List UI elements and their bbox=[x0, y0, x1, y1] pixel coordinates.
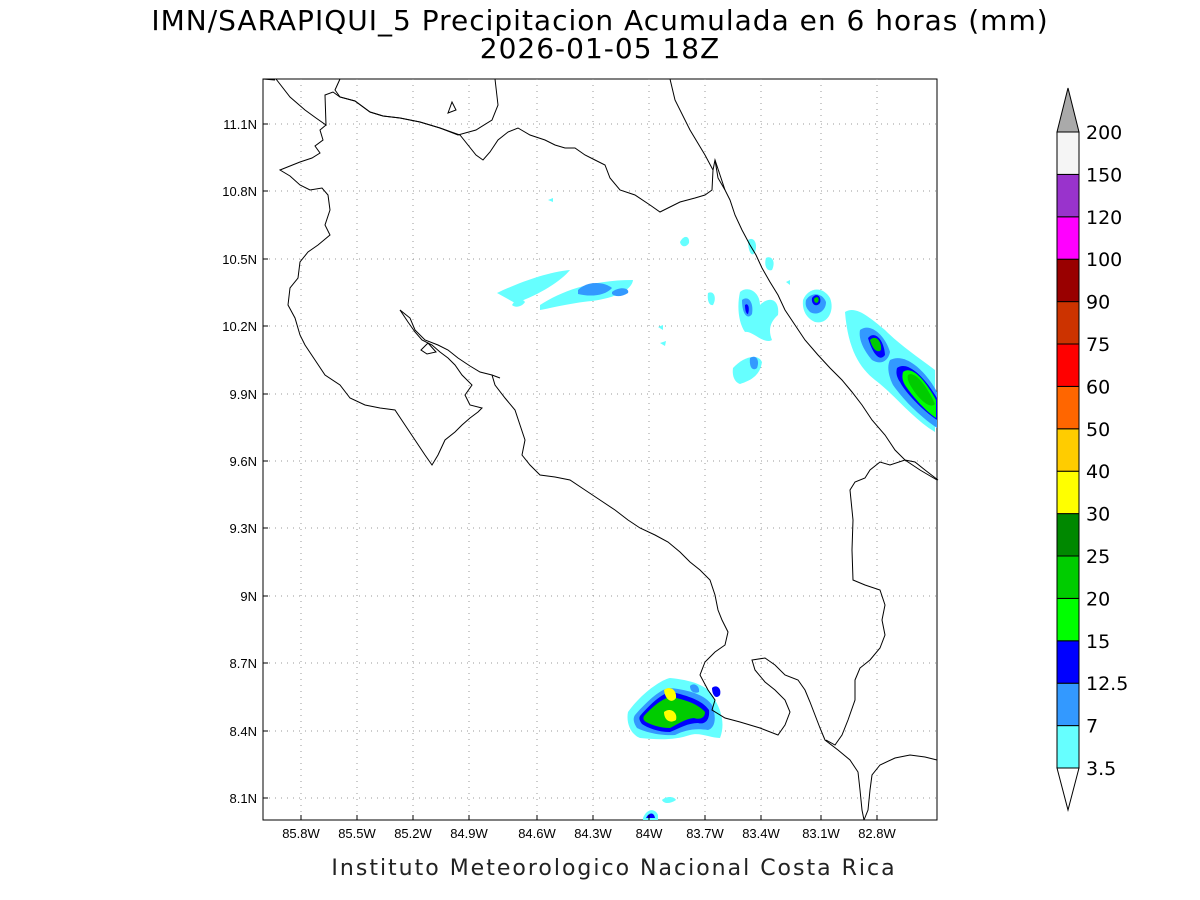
colorbar-swatch bbox=[1056, 555, 1080, 599]
lat-label: 10.2N bbox=[222, 319, 257, 334]
lon-label: 85.2W bbox=[394, 826, 432, 841]
lon-label: 83.7W bbox=[686, 826, 724, 841]
colorbar-label: 15 bbox=[1086, 631, 1110, 653]
lon-label: 84.3W bbox=[574, 826, 612, 841]
lat-label: 8.4N bbox=[230, 724, 257, 739]
colorbar-bottom-arrow bbox=[1056, 767, 1080, 812]
lat-label: 11.1N bbox=[223, 117, 257, 132]
colorbar-label: 120 bbox=[1086, 207, 1122, 229]
axis-ticks bbox=[263, 123, 878, 820]
colorbar-swatch bbox=[1056, 428, 1080, 472]
colorbar-top-arrow bbox=[1056, 87, 1080, 133]
longitude-labels: 85.8W 85.5W 85.2W 84.9W 84.6W 84.3W 84W … bbox=[282, 826, 896, 841]
lon-label: 84.6W bbox=[518, 826, 556, 841]
map-frame bbox=[262, 78, 938, 821]
colorbar-swatch bbox=[1056, 258, 1080, 303]
colorbar-label: 40 bbox=[1086, 461, 1110, 483]
colorbar-swatch bbox=[1056, 640, 1080, 684]
lat-label: 9N bbox=[240, 589, 257, 604]
graticule bbox=[263, 79, 937, 820]
lat-label: 9.6N bbox=[230, 454, 257, 469]
colorbar-swatches bbox=[1056, 131, 1080, 769]
colorbar-label: 75 bbox=[1086, 334, 1110, 356]
colorbar-label: 50 bbox=[1086, 419, 1110, 441]
colorbar-label: 30 bbox=[1086, 504, 1110, 526]
colorbar-label: 12.5 bbox=[1086, 673, 1128, 695]
colorbar-swatch bbox=[1056, 343, 1080, 387]
colorbar-swatch bbox=[1056, 301, 1080, 345]
coastlines bbox=[262, 78, 939, 821]
colorbar-label: 90 bbox=[1086, 292, 1110, 314]
precipitation-field bbox=[497, 198, 937, 820]
lon-label: 83.1W bbox=[802, 826, 840, 841]
lon-label: 84W bbox=[636, 826, 663, 841]
lon-label: 82.8W bbox=[858, 826, 896, 841]
map-title: IMN/SARAPIQUI_5 Precipitacion Acumulada … bbox=[151, 4, 1049, 37]
lon-label: 84.9W bbox=[450, 826, 488, 841]
colorbar-swatch bbox=[1056, 385, 1080, 430]
colorbar-label: 3.5 bbox=[1086, 758, 1116, 780]
credit-footer: Instituto Meteorologico Nacional Costa R… bbox=[331, 856, 897, 881]
colorbar-labels: 3.5 7 12.5 15 20 25 30 40 50 60 75 90 100 120 150 200 bbox=[1086, 122, 1128, 780]
lat-label: 10.5N bbox=[222, 252, 257, 267]
lon-label: 85.8W bbox=[282, 826, 320, 841]
colorbar-label: 150 bbox=[1086, 164, 1122, 186]
colorbar-label: 7 bbox=[1086, 716, 1098, 738]
colorbar-swatch bbox=[1056, 131, 1080, 175]
latitude-labels: 11.1N 10.8N 10.5N 10.2N 9.9N 9.6N 9.3N 9… bbox=[222, 117, 257, 806]
lon-label: 83.4W bbox=[742, 826, 780, 841]
colorbar-label: 25 bbox=[1086, 546, 1110, 568]
lat-label: 10.8N bbox=[222, 184, 257, 199]
lat-label: 8.1N bbox=[230, 791, 257, 806]
colorbar-label: 60 bbox=[1086, 376, 1110, 398]
colorbar-label: 20 bbox=[1086, 588, 1110, 610]
colorbar-swatch bbox=[1056, 725, 1080, 769]
lat-label: 9.3N bbox=[230, 521, 257, 536]
map-datetime: 2026-01-05 18Z bbox=[479, 32, 721, 65]
colorbar-swatch bbox=[1056, 513, 1080, 557]
colorbar: 3.5 7 12.5 15 20 25 30 40 50 60 75 90 100 120 150 200 bbox=[1056, 87, 1128, 812]
colorbar-label: 100 bbox=[1086, 249, 1122, 271]
lat-label: 8.7N bbox=[230, 656, 257, 671]
lat-label: 9.9N bbox=[230, 387, 257, 402]
colorbar-swatch bbox=[1056, 682, 1080, 727]
colorbar-swatch bbox=[1056, 470, 1080, 515]
colorbar-label: 200 bbox=[1086, 122, 1122, 144]
lon-label: 85.5W bbox=[338, 826, 376, 841]
colorbar-swatch bbox=[1056, 216, 1080, 260]
colorbar-swatch bbox=[1056, 597, 1080, 642]
colorbar-swatch bbox=[1056, 173, 1080, 218]
